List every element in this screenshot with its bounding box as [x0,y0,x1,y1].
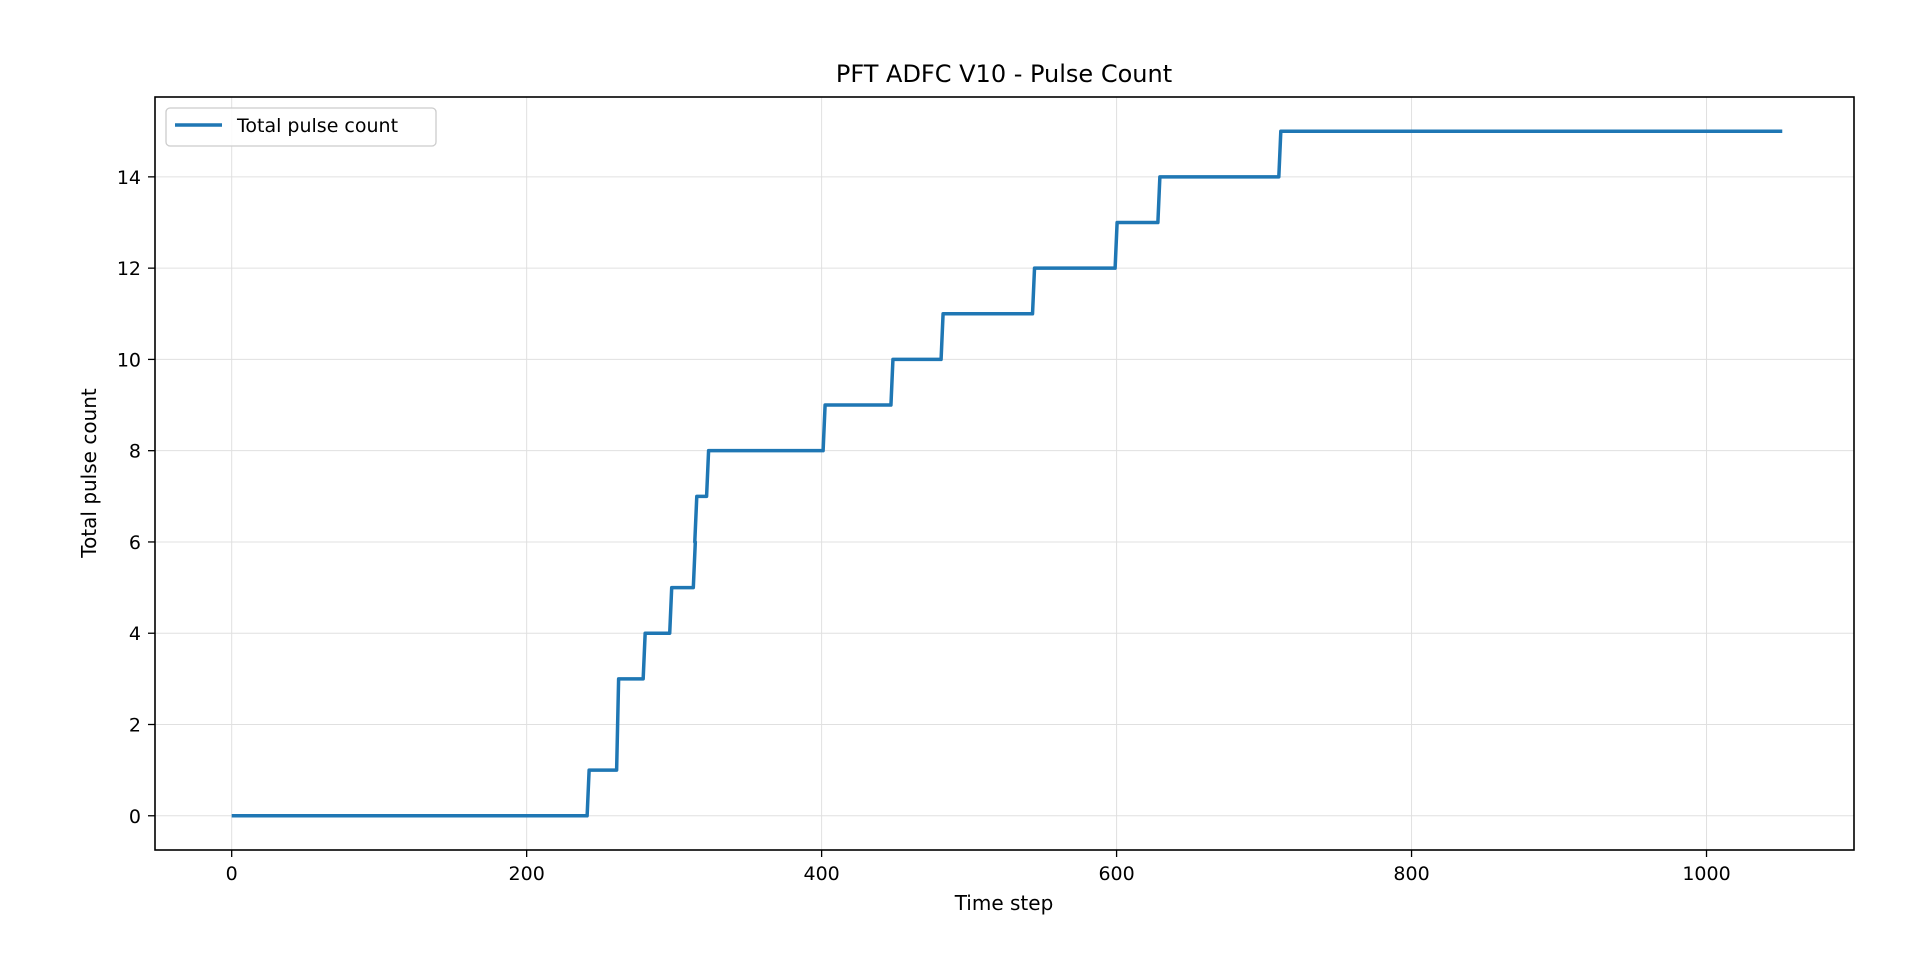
axis-ticks: 0 200 400 600 800 1000 0 2 4 6 8 10 12 14 [117,167,1731,885]
x-tick-label: 0 [226,863,238,885]
y-axis-label: Total pulse count [77,388,101,559]
plot-frame [154,96,1855,851]
legend-label: Total pulse count [236,115,398,137]
y-tick-label: 12 [117,258,141,280]
x-axis-label: Time step [954,891,1054,915]
x-tick-label: 1000 [1682,863,1730,885]
chart-title: PFT ADFC V10 - Pulse Count [836,60,1172,88]
grid-lines [155,97,1854,850]
series-line-0 [231,129,1783,818]
y-tick-label: 8 [129,441,141,463]
x-tick-label: 400 [803,863,839,885]
series-layer [231,129,1783,818]
y-tick-label: 10 [117,349,141,371]
y-tick-label: 4 [129,623,141,645]
y-tick-label: 0 [129,806,141,828]
y-tick-label: 6 [129,532,141,554]
x-tick-label: 800 [1393,863,1429,885]
y-tick-label: 2 [129,715,141,737]
x-tick-label: 200 [509,863,545,885]
legend-box [165,107,437,147]
x-tick-label: 600 [1098,863,1134,885]
legend: Total pulse count [165,107,437,147]
y-tick-label: 14 [117,167,141,189]
